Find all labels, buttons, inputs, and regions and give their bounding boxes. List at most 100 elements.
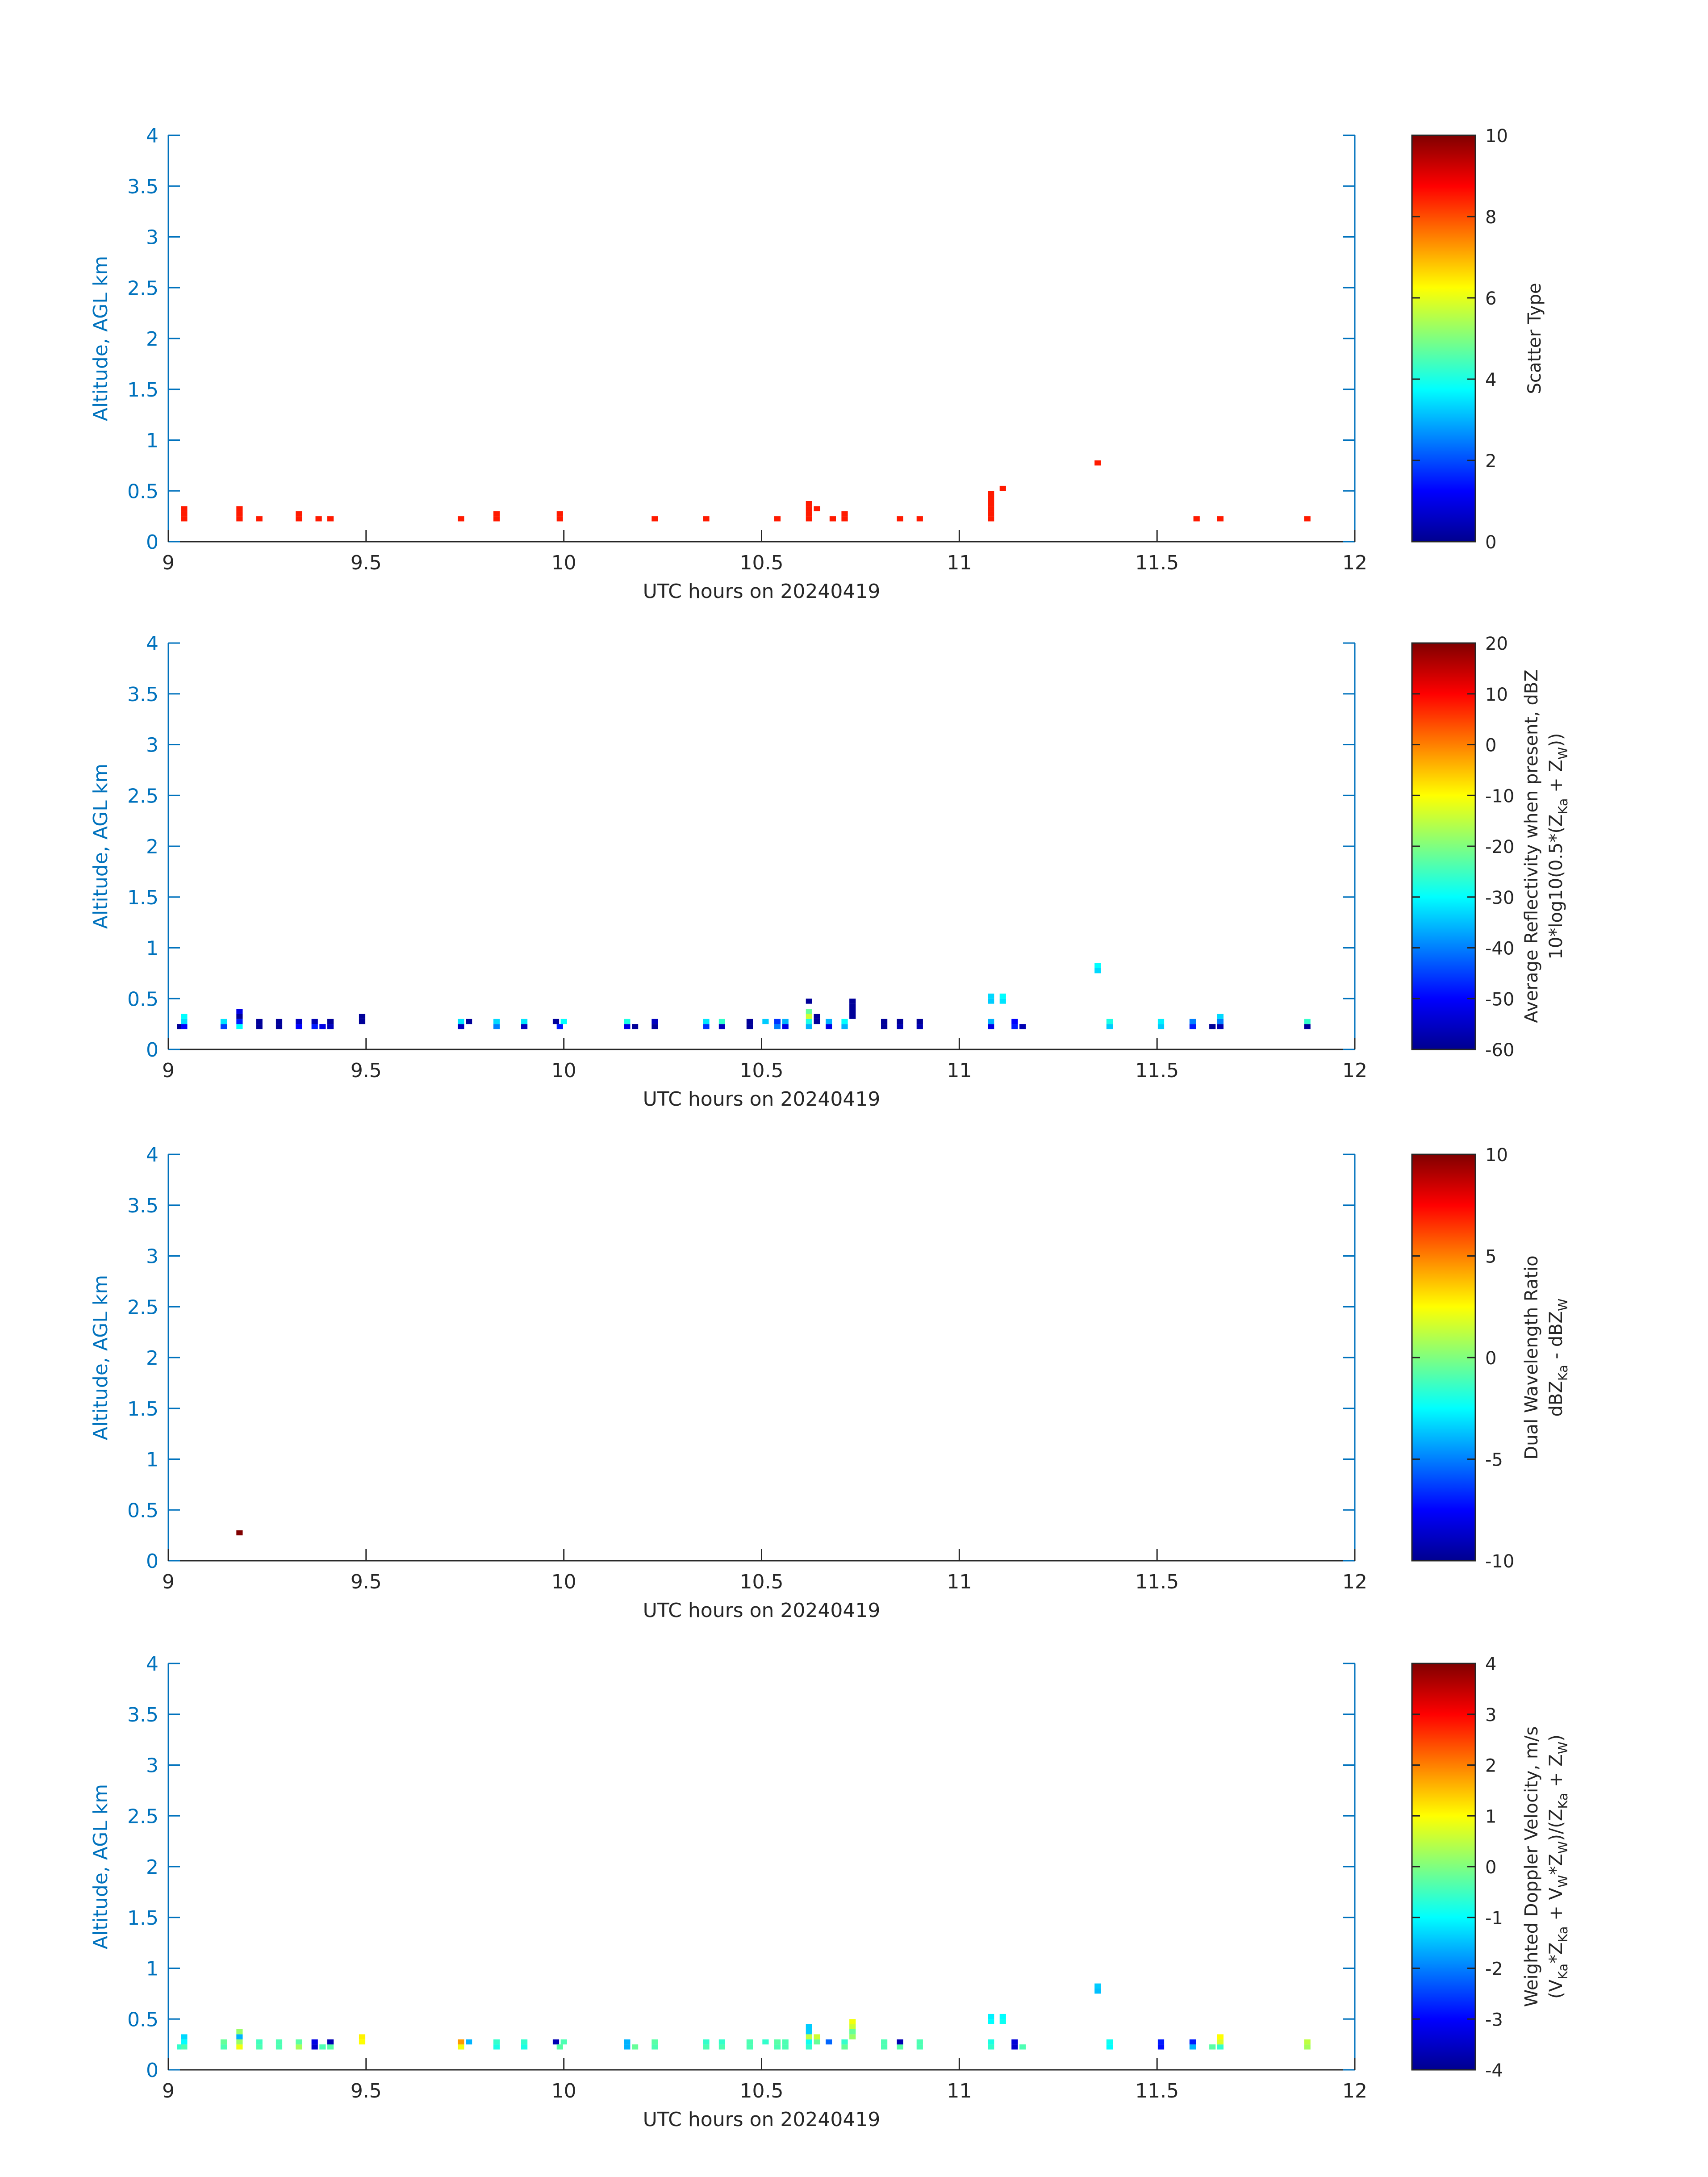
heatmap-cells	[236, 1530, 243, 1536]
colorbar-tick-label: 5	[1485, 1247, 1496, 1267]
data-cell	[1217, 2044, 1224, 2050]
y-tick-label: 2.5	[127, 277, 159, 300]
data-cell	[296, 2044, 302, 2050]
data-cell	[1094, 963, 1101, 968]
data-cell	[916, 516, 923, 522]
data-cell	[236, 1024, 243, 1029]
data-cell	[458, 2044, 464, 2050]
y-tick-label: 1.5	[127, 379, 159, 401]
data-cell	[806, 1024, 812, 1029]
data-cell	[999, 485, 1006, 491]
data-cell	[236, 516, 243, 522]
y-tick-label: 2	[146, 1856, 159, 1879]
data-cell	[651, 1019, 658, 1024]
data-cell	[651, 2044, 658, 2050]
colorbar-gradient	[1411, 642, 1476, 1050]
y-tick-label: 3	[146, 1755, 159, 1777]
data-cell	[521, 2044, 528, 2050]
data-cell	[296, 1019, 302, 1024]
y-tick-label: 0.5	[127, 1499, 159, 1522]
x-tick-label: 11	[947, 1571, 972, 1593]
data-cell	[718, 2039, 725, 2045]
data-cell	[806, 2024, 812, 2029]
y-tick-label: 1	[146, 1958, 159, 1981]
data-cell	[999, 2019, 1006, 2024]
data-cell	[1209, 1024, 1216, 1029]
data-cell	[988, 2044, 994, 2050]
data-cell	[1217, 1014, 1224, 1019]
data-cell	[311, 1024, 318, 1029]
data-cell	[560, 1019, 567, 1024]
colorbar-tick-label: -20	[1485, 837, 1514, 857]
data-cell	[256, 1019, 263, 1024]
data-cell	[814, 2039, 820, 2045]
data-cell	[1189, 2044, 1196, 2050]
data-cell	[521, 1024, 528, 1029]
x-tick-label: 10.5	[740, 1059, 784, 1082]
data-cell	[458, 516, 464, 522]
y-tick-label: 2.5	[127, 1805, 159, 1828]
colorbar-tick-label: 10	[1485, 685, 1508, 705]
data-cell	[806, 1019, 812, 1024]
data-cell	[220, 2044, 227, 2050]
data-cell	[632, 1024, 639, 1029]
data-cell	[849, 2024, 856, 2029]
colorbar-tick-label: 2	[1485, 451, 1496, 472]
x-tick-label: 9	[162, 1059, 175, 1082]
y-tick-label: 4	[146, 1144, 159, 1166]
x-tick-label: 11.5	[1135, 1059, 1179, 1082]
data-cell	[1094, 1989, 1101, 1994]
data-cell	[181, 1014, 188, 1019]
data-cell	[774, 1024, 781, 1029]
data-cell	[556, 1024, 563, 1029]
heatmap-cells	[181, 460, 1311, 522]
data-cell	[988, 999, 994, 1004]
data-cell	[521, 1019, 528, 1024]
data-cell	[1094, 968, 1101, 974]
data-cell	[458, 2039, 464, 2045]
colorbar-sublabel: (VKa*ZKa + VW*ZW)/(ZKa + ZW)	[1546, 1734, 1570, 1999]
data-cell	[1011, 2039, 1018, 2045]
data-cell	[327, 1024, 334, 1029]
x-tick-label: 9	[162, 552, 175, 574]
data-cell	[236, 1019, 243, 1024]
data-cell	[624, 2044, 631, 2050]
colorbar-tick-label: 0	[1485, 1857, 1496, 1878]
data-cell	[296, 516, 302, 522]
data-cell	[1011, 1024, 1018, 1029]
data-cell	[782, 1019, 789, 1024]
colorbar-label: Weighted Doppler Velocity, m/s	[1521, 1726, 1542, 2007]
x-tick-label: 12	[1342, 1571, 1367, 1593]
x-tick-label: 12	[1342, 2080, 1367, 2102]
data-cell	[1189, 1019, 1196, 1024]
data-cell	[556, 2044, 563, 2050]
data-cell	[1189, 2039, 1196, 2045]
data-cell	[826, 1024, 832, 1029]
colorbar-tick-label: -30	[1485, 888, 1514, 908]
data-cell	[327, 516, 334, 522]
colorbar-gradient	[1411, 1153, 1476, 1562]
data-cell	[181, 2044, 188, 2050]
data-cell	[276, 1019, 283, 1024]
colorbar-sublabel: dBZKa - dBZW	[1546, 1299, 1570, 1417]
data-cell	[1019, 2044, 1026, 2050]
data-cell	[1019, 1024, 1026, 1029]
y-tick-label: 1	[146, 937, 159, 960]
data-cell	[774, 2044, 781, 2050]
data-cell	[236, 2034, 243, 2039]
colorbar-sublabel: 10*log10(0.5*(ZKa + ZW))	[1546, 733, 1570, 959]
x-tick-label: 10.5	[740, 1571, 784, 1593]
data-cell	[988, 506, 994, 511]
data-cell	[881, 1019, 888, 1024]
data-cell	[782, 2039, 789, 2045]
colorbar-tick-label: 3	[1485, 1705, 1496, 1726]
data-cell	[746, 1024, 753, 1029]
data-cell	[359, 2039, 366, 2045]
data-cell	[1106, 2044, 1113, 2050]
y-tick-label: 3.5	[127, 175, 159, 198]
data-cell	[841, 511, 848, 517]
x-tick-label: 10.5	[740, 2080, 784, 2102]
data-cell	[1094, 460, 1101, 466]
